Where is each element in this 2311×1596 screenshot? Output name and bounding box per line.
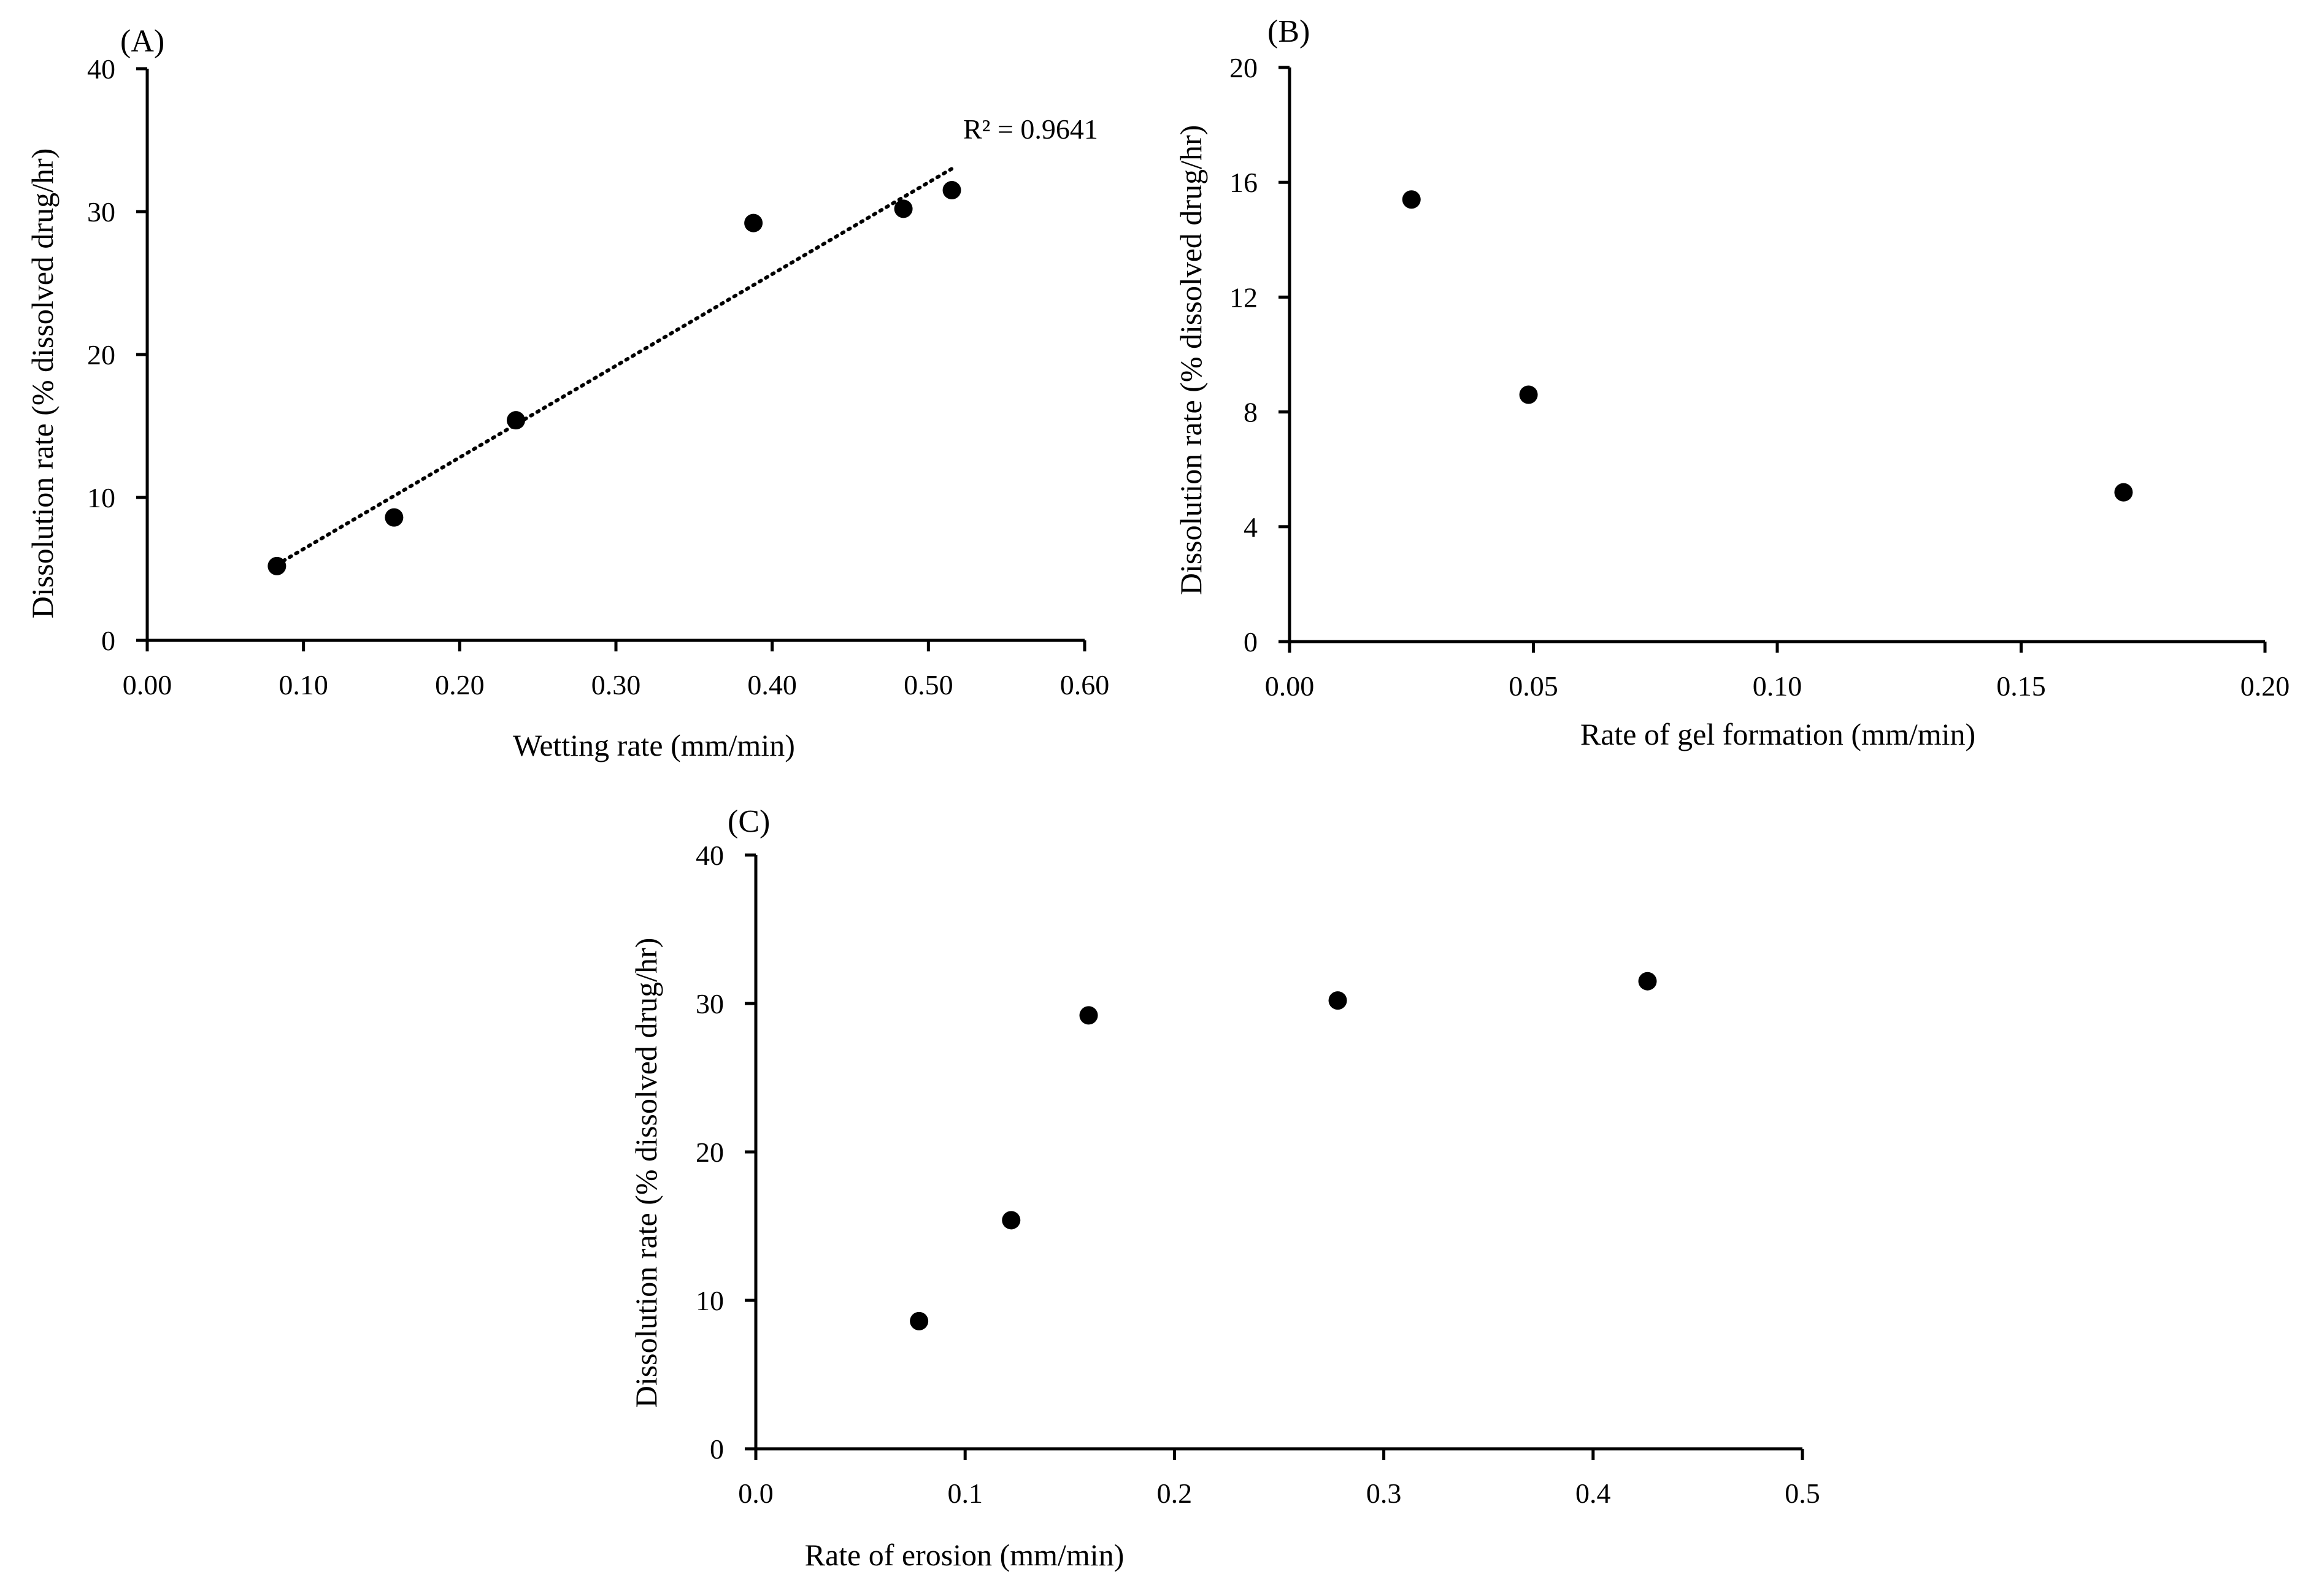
panel-a-y-tick-label: 10 <box>87 482 115 513</box>
panel-a-label: (A) <box>120 24 164 59</box>
panel-b-data-point <box>1519 385 1538 404</box>
panel-a-x-tick-label: 0.60 <box>1060 669 1110 700</box>
panel-b-x-tick-label: 0.05 <box>1509 670 1558 702</box>
panel-b-y-tick-label: 16 <box>1229 167 1258 198</box>
panel-a-x-tick-label: 0.20 <box>435 669 485 700</box>
panel-c-data-point <box>1328 991 1347 1010</box>
r-squared-annotation: R² = 0.9641 <box>963 113 1098 145</box>
panel-c-x-axis-title: Rate of erosion (mm/min) <box>805 1538 1125 1572</box>
panel-b-y-tick-label: 0 <box>1244 626 1258 658</box>
panel-a-x-tick-label: 0.10 <box>279 669 328 700</box>
panel-c-data-point <box>1638 972 1657 991</box>
panel-b-x-tick-label: 0.15 <box>1996 670 2046 702</box>
panel-c-x-tick-label: 0.3 <box>1366 1478 1402 1509</box>
panel-b-x-tick-label: 0.20 <box>2240 670 2290 702</box>
panel-a-y-tick-label: 30 <box>87 196 115 228</box>
panel-c-data-point <box>1002 1211 1021 1230</box>
panel-c-y-tick-label: 30 <box>696 988 724 1019</box>
panel-c-x-tick-label: 0.2 <box>1157 1478 1193 1509</box>
panel-c-x-tick-label: 0.4 <box>1575 1478 1611 1509</box>
panel-b-x-tick-label: 0.10 <box>1753 670 1802 702</box>
chart-panel-b: (B) Rate of gel formation (mm/min) Disso… <box>1174 14 2290 751</box>
panel-a-y-tick-label: 20 <box>87 339 115 370</box>
panel-c-x-tick-label: 0.5 <box>1785 1478 1820 1509</box>
panel-c-y-tick-label: 0 <box>710 1433 724 1465</box>
panel-c-data-point <box>910 1311 929 1330</box>
panel-a-x-tick-label: 0.50 <box>904 669 953 700</box>
chart-panel-a: (A) R² = 0.9641 Wetting rate (mm/min) Di… <box>25 24 1109 762</box>
panel-c-label: (C) <box>728 804 770 839</box>
panel-a-y-axis-title: Dissolution rate (% dissolved drug/hr) <box>25 148 60 619</box>
panel-b-label: (B) <box>1267 14 1310 49</box>
panel-c-data-point <box>1079 1006 1098 1025</box>
panel-a-y-tick-label: 0 <box>101 625 115 656</box>
panel-b-y-tick-label: 20 <box>1229 52 1258 83</box>
panel-b-y-axis-title: Dissolution rate (% dissolved drug/hr) <box>1174 125 1208 596</box>
panel-a-x-axis-title: Wetting rate (mm/min) <box>513 728 795 762</box>
panel-a-data-point <box>267 556 286 575</box>
panel-a-data-point <box>507 411 526 430</box>
panel-a-trendline <box>275 167 954 567</box>
panel-a-y-tick-label: 40 <box>87 53 115 85</box>
panel-c-x-tick-label: 0.1 <box>947 1478 983 1509</box>
panel-c-y-tick-label: 20 <box>696 1137 724 1168</box>
panel-b-x-axis-title: Rate of gel formation (mm/min) <box>1580 717 1975 751</box>
panel-c-y-tick-label: 10 <box>696 1285 724 1316</box>
panel-a-data-point <box>894 199 913 218</box>
panel-b-y-tick-label: 4 <box>1244 512 1258 543</box>
panel-a-data-point <box>744 213 763 232</box>
panel-b-data-point <box>2114 483 2133 502</box>
panel-a-x-tick-label: 0.00 <box>123 669 172 700</box>
panel-c-y-axis-title: Dissolution rate (% dissolved drug/hr) <box>629 938 663 1408</box>
panel-b-y-tick-label: 8 <box>1244 397 1258 428</box>
panel-a-data-point <box>385 508 404 527</box>
panel-a-x-tick-label: 0.30 <box>591 669 641 700</box>
panel-b-x-tick-label: 0.00 <box>1265 670 1315 702</box>
chart-panel-c: (C) Rate of erosion (mm/min) Dissolution… <box>629 804 1820 1572</box>
panel-c-y-tick-label: 40 <box>696 840 724 871</box>
panel-a-x-tick-label: 0.40 <box>747 669 797 700</box>
panel-b-data-point <box>1402 190 1421 209</box>
panel-a-data-point <box>942 181 961 200</box>
panel-b-y-tick-label: 12 <box>1229 282 1258 313</box>
panel-c-x-tick-label: 0.0 <box>738 1478 774 1509</box>
